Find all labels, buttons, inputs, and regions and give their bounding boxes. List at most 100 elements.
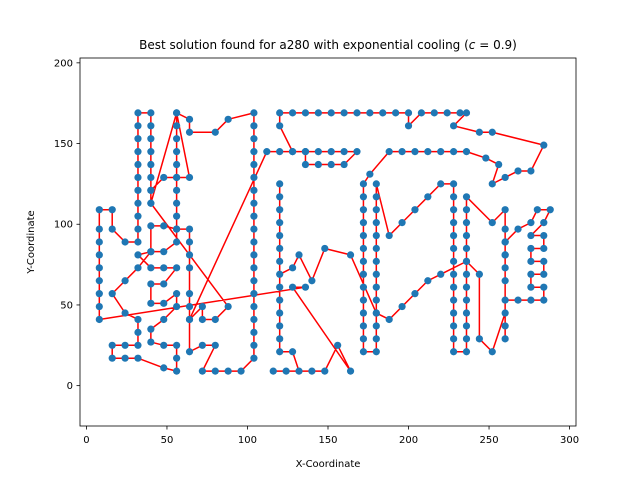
city-point-271 [462, 257, 471, 265]
city-point-227 [462, 309, 471, 317]
city-point-28 [147, 173, 155, 182]
city-point-252 [540, 257, 548, 265]
city-point-90 [224, 367, 232, 375]
city-point-239 [501, 225, 509, 233]
city-point-150 [379, 109, 387, 117]
city-point-302 [321, 367, 329, 375]
city-point-301 [308, 367, 316, 375]
city-point-67 [134, 341, 142, 349]
city-point-66 [121, 341, 129, 349]
city-point-221 [450, 322, 458, 330]
city-point-297 [288, 348, 297, 356]
city-point-68 [134, 328, 142, 336]
city-point-257 [527, 231, 535, 240]
city-point-56 [147, 338, 155, 346]
city-point-38 [173, 199, 181, 207]
city-point-126 [185, 315, 194, 324]
y-axis: 0 50 100 150 200 [54, 58, 80, 392]
city-point-5 [95, 251, 103, 259]
city-point-132 [314, 160, 322, 169]
city-point-118 [173, 173, 181, 182]
city-point-242 [501, 264, 509, 272]
city-point-296 [276, 348, 284, 356]
city-point-160 [475, 128, 483, 136]
city-point-101 [250, 238, 258, 246]
city-point-203 [372, 193, 380, 201]
city-point-37 [173, 186, 181, 194]
city-point-116 [173, 109, 181, 117]
city-point-236 [462, 193, 471, 201]
city-point-178 [359, 193, 368, 201]
city-point-223 [450, 348, 458, 356]
city-point-198 [372, 257, 380, 265]
city-point-188 [359, 322, 368, 330]
city-point-291 [276, 283, 284, 291]
city-point-54 [160, 315, 168, 324]
city-point-162 [540, 141, 548, 149]
city-point-171 [437, 148, 445, 156]
city-point-159 [450, 122, 458, 130]
city-point-65 [108, 341, 116, 349]
city-point-175 [385, 148, 393, 156]
city-point-217 [450, 270, 458, 278]
city-point-250 [527, 270, 535, 278]
city-point-32 [173, 122, 181, 130]
city-point-212 [450, 206, 458, 214]
city-point-228 [462, 296, 471, 304]
city-point-99 [250, 264, 258, 272]
chart-title: Best solution found for a280 with expone… [139, 38, 517, 52]
city-point-149 [366, 109, 374, 117]
y-tick-label-200: 200 [54, 58, 73, 69]
city-point-200 [372, 231, 380, 240]
city-point-248 [540, 283, 548, 291]
city-point-10 [108, 225, 116, 233]
city-point-285 [276, 244, 284, 253]
city-point-72 [121, 277, 129, 285]
city-point-70 [121, 309, 129, 317]
city-point-1 [95, 302, 103, 311]
city-point-173 [411, 148, 419, 156]
city-point-184 [359, 270, 368, 278]
city-point-98 [250, 277, 258, 285]
city-point-85 [185, 348, 194, 356]
x-tick-label-0: 0 [83, 435, 89, 446]
city-point-174 [398, 148, 406, 156]
city-point-121 [147, 199, 155, 207]
city-point-140 [288, 148, 297, 156]
city-point-60 [173, 367, 181, 375]
city-point-6 [95, 238, 103, 246]
city-point-199 [372, 244, 380, 253]
city-point-74 [147, 248, 155, 256]
city-point-182 [359, 244, 368, 253]
city-point-191 [372, 348, 380, 356]
city-point-16 [134, 186, 142, 194]
city-point-94 [250, 328, 258, 336]
city-point-53 [173, 302, 181, 311]
city-point-290 [276, 180, 284, 188]
city-point-233 [462, 231, 471, 240]
city-point-25 [147, 135, 155, 143]
city-point-83 [185, 302, 194, 311]
city-point-58 [173, 341, 181, 349]
city-point-267 [501, 309, 509, 317]
city-point-180 [359, 219, 368, 227]
city-point-235 [462, 206, 471, 214]
city-point-27 [147, 160, 155, 169]
city-point-103 [250, 212, 258, 220]
city-point-78 [185, 225, 194, 233]
city-point-52 [173, 290, 181, 298]
city-point-189 [359, 335, 368, 343]
city-point-22 [134, 109, 142, 117]
city-point-153 [404, 122, 413, 130]
city-point-117 [185, 173, 194, 182]
city-point-298 [295, 367, 303, 375]
city-point-108 [250, 148, 258, 156]
city-point-144 [301, 109, 310, 117]
plot-area [95, 109, 554, 375]
city-point-63 [121, 354, 129, 362]
city-point-294 [276, 322, 284, 330]
city-point-11 [121, 238, 129, 246]
city-point-151 [392, 109, 400, 117]
city-point-190 [359, 348, 368, 356]
